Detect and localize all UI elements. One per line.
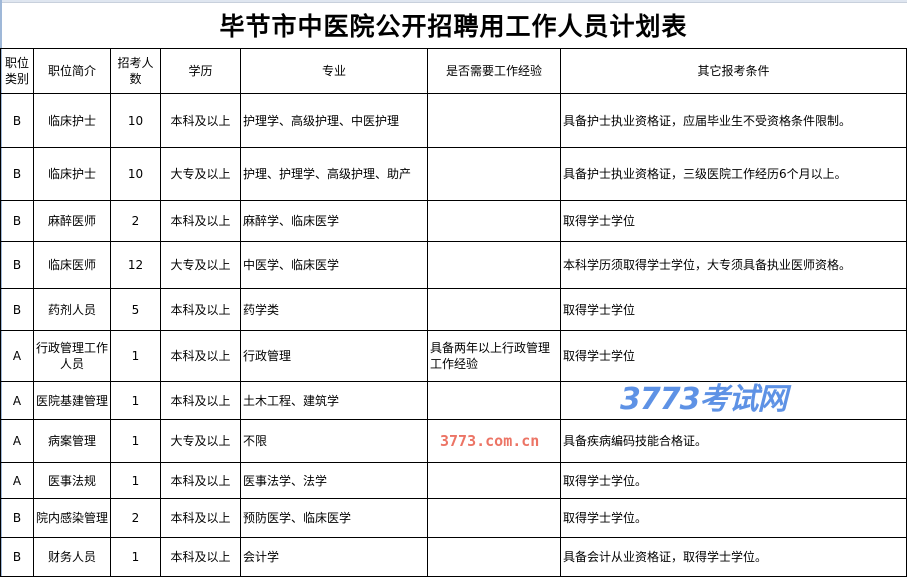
table-cell: 1: [110, 537, 161, 577]
table-cell: 药学类: [240, 288, 428, 331]
table-cell: 具备两年以上行政管理工作经验: [427, 330, 561, 382]
table-row: B 临床医师 12 大专及以上 中医学、临床医学 本科学历须取得学士学位，大专须具备执业医…: [0, 241, 907, 289]
table-cell: [427, 498, 561, 538]
column-header: 招考人数: [110, 48, 161, 94]
table-cell: 行政管理: [240, 330, 428, 382]
table-cell: A: [0, 330, 34, 382]
recruitment-plan-table: 职位类别 职位简介 招考人数 学历 专业 是否需要工作经验 其它报考条件 B 临床护士 10 本科…: [0, 48, 907, 577]
table-cell: 临床护士: [33, 147, 111, 201]
table-cell: 本科及以上: [160, 200, 241, 242]
table-cell: B: [0, 147, 34, 201]
table-row: B 麻醉医师 2 本科及以上 麻醉学、临床医学 取得学士学位: [0, 200, 907, 242]
table-cell: [427, 147, 561, 201]
table-row: B 临床护士 10 大专及以上 护理、护理学、高级护理、助产 具备护士执业资格证，三级医院…: [0, 147, 907, 201]
column-header: 是否需要工作经验: [427, 48, 561, 94]
table-cell: 医事法规: [33, 462, 111, 499]
column-header: 学历: [160, 48, 241, 94]
table-cell: 临床护士: [33, 93, 111, 148]
table-row: B 药剂人员 5 本科及以上 药学类 取得学士学位: [0, 288, 907, 331]
column-header: 其它报考条件: [560, 48, 907, 94]
table-cell: 具备疾病编码技能合格证。: [560, 419, 907, 463]
table-cell: 大专及以上: [160, 147, 241, 201]
table-row: B 财务人员 1 本科及以上 会计学 具备会计从业资格证，取得学士学位。: [0, 537, 907, 577]
table-cell: 土木工程、建筑学: [240, 381, 428, 420]
table-cell: B: [0, 241, 34, 289]
table-row: B 院内感染管理 2 本科及以上 预防医学、临床医学 取得学士学位。: [0, 498, 907, 538]
table-cell: 麻醉学、临床医学: [240, 200, 428, 242]
column-header: 专业: [240, 48, 428, 94]
table-cell: 2: [110, 200, 161, 242]
table-cell: 护理、护理学、高级护理、助产: [240, 147, 428, 201]
table-cell: 行政管理工作人员: [33, 330, 111, 382]
table-cell: 取得学士学位。: [560, 498, 907, 538]
table-cell: [427, 537, 561, 577]
table-row: B 临床护士 10 本科及以上 护理学、高级护理、中医护理 具备护士执业资格证，应届毕业生…: [0, 93, 907, 148]
table-header-row: 职位类别 职位简介 招考人数 学历 专业 是否需要工作经验 其它报考条件: [0, 48, 907, 94]
table-cell: 本科及以上: [160, 498, 241, 538]
table-cell: 医事法学、法学: [240, 462, 428, 499]
table-cell: B: [0, 537, 34, 577]
table-cell: 12: [110, 241, 161, 289]
table-cell: [427, 200, 561, 242]
table-cell: 财务人员: [33, 537, 111, 577]
table-cell: 大专及以上: [160, 241, 241, 289]
table-cell: [427, 288, 561, 331]
table-cell: 具备护士执业资格证，三级医院工作经历6个月以上。: [560, 147, 907, 201]
table-cell: 药剂人员: [33, 288, 111, 331]
table-cell: 本科及以上: [160, 93, 241, 148]
watermark-logo: 3773考试网: [620, 382, 787, 417]
table-cell: 取得学士学位: [560, 200, 907, 242]
table-cell: 医院基建管理: [33, 381, 111, 420]
table-cell: 1: [110, 419, 161, 463]
table-cell: 院内感染管理: [33, 498, 111, 538]
table-cell: A: [0, 381, 34, 420]
table-cell: 本科及以上: [160, 381, 241, 420]
table-cell: [427, 241, 561, 289]
sheet-column-header-strip: [0, 0, 907, 3]
table-cell: A: [0, 462, 34, 499]
table-cell: 2: [110, 498, 161, 538]
table-cell: 本科及以上: [160, 462, 241, 499]
table-cell: 具备会计从业资格证，取得学士学位。: [560, 537, 907, 577]
watermark-url: 3773.com.cn: [440, 432, 540, 450]
table-cell: 本科及以上: [160, 288, 241, 331]
table-cell: 5: [110, 288, 161, 331]
table-row: A 行政管理工作人员 1 本科及以上 行政管理 具备两年以上行政管理工作经验 取得学士学位: [0, 330, 907, 382]
table-cell: 病案管理: [33, 419, 111, 463]
table-cell: 本科及以上: [160, 330, 241, 382]
column-header: 职位类别: [0, 48, 34, 94]
column-header: 职位简介: [33, 48, 111, 94]
table-cell: 预防医学、临床医学: [240, 498, 428, 538]
table-cell: 本科及以上: [160, 537, 241, 577]
table-cell: [427, 381, 561, 420]
table-cell: 取得学士学位: [560, 330, 907, 382]
table-cell: A: [0, 419, 34, 463]
table-row: A 医事法规 1 本科及以上 医事法学、法学 取得学士学位。: [0, 462, 907, 499]
table-cell: 1: [110, 381, 161, 420]
table-cell: 10: [110, 147, 161, 201]
table-cell: 本科学历须取得学士学位，大专须具备执业医师资格。: [560, 241, 907, 289]
table-cell: 临床医师: [33, 241, 111, 289]
table-cell: 护理学、高级护理、中医护理: [240, 93, 428, 148]
table-cell: 取得学士学位。: [560, 462, 907, 499]
table-cell: 大专及以上: [160, 419, 241, 463]
table-cell: B: [0, 93, 34, 148]
table-cell: [427, 462, 561, 499]
table-cell: B: [0, 288, 34, 331]
page-title: 毕节市中医院公开招聘用工作人员计划表: [219, 12, 688, 41]
table-cell: B: [0, 200, 34, 242]
table-cell: 1: [110, 462, 161, 499]
table-cell: 不限: [240, 419, 428, 463]
table-cell: 1: [110, 330, 161, 382]
table-cell: 会计学: [240, 537, 428, 577]
table-cell: 取得学士学位: [560, 288, 907, 331]
table-cell: 麻醉医师: [33, 200, 111, 242]
table-cell: 具备护士执业资格证，应届毕业生不受资格条件限制。: [560, 93, 907, 148]
table-cell: 10: [110, 93, 161, 148]
table-cell: [427, 93, 561, 148]
table-cell: 中医学、临床医学: [240, 241, 428, 289]
table-row: A 病案管理 1 大专及以上 不限 具备疾病编码技能合格证。: [0, 419, 907, 463]
table-cell: B: [0, 498, 34, 538]
